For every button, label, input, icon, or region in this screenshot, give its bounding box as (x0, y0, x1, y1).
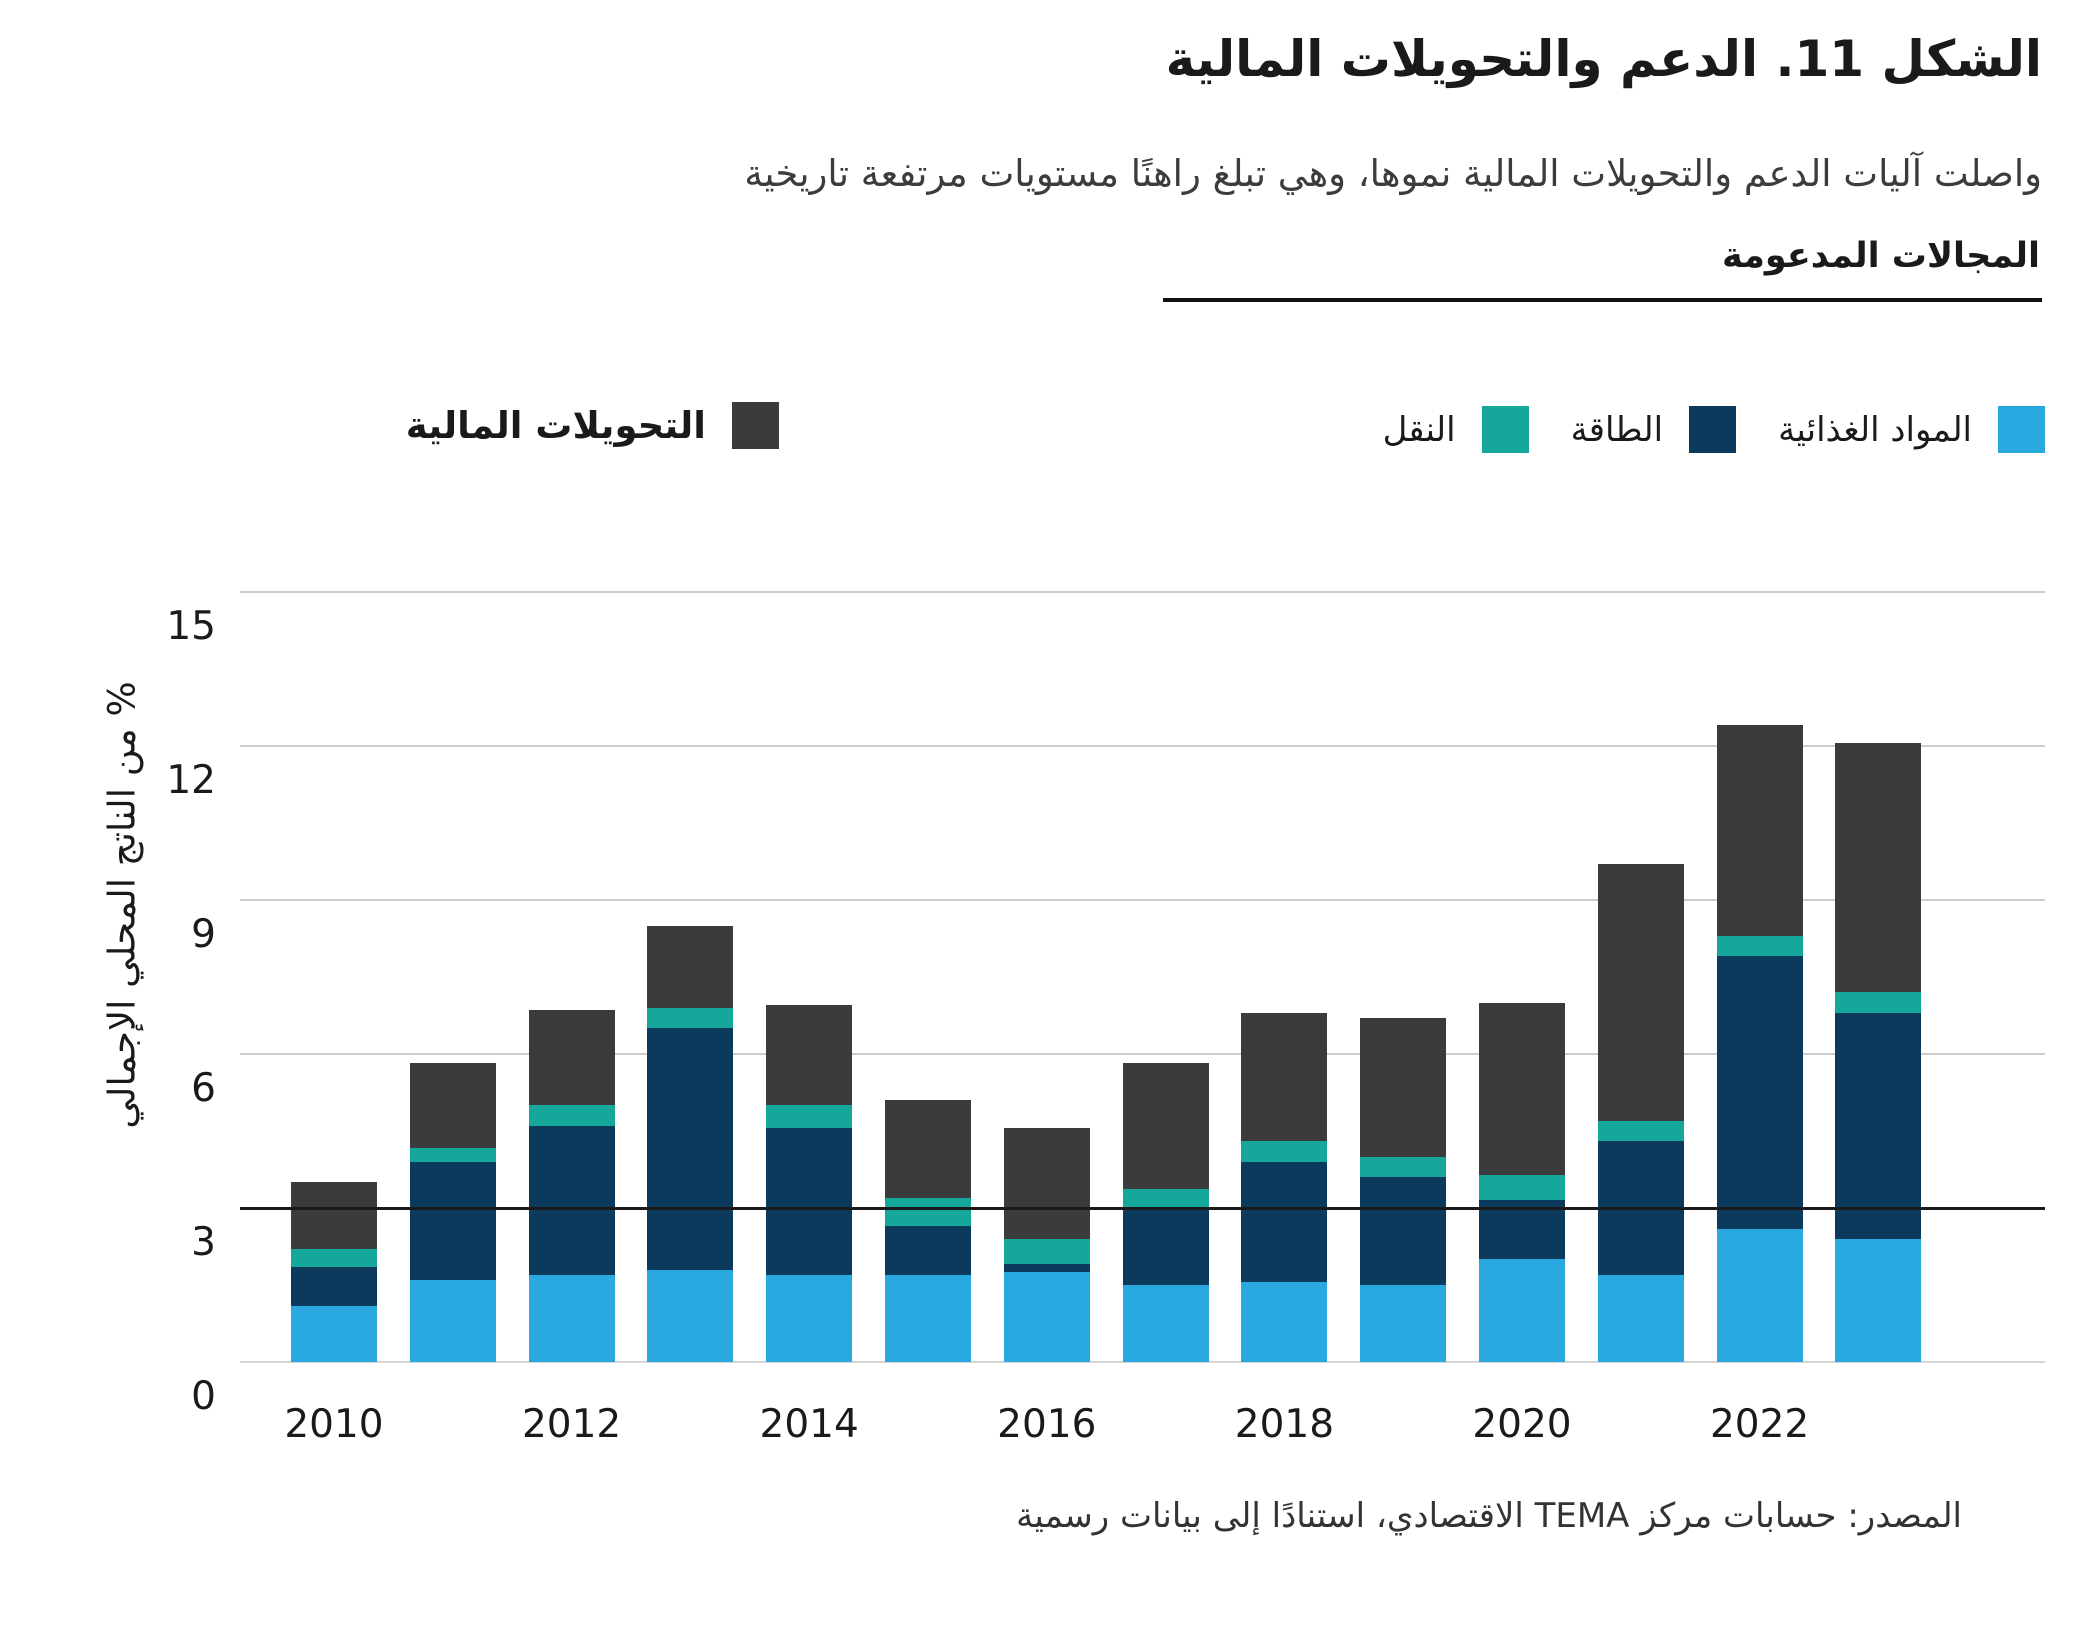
bar-segment-food-2012 (528, 1274, 615, 1362)
bar-segment-transport-2010 (291, 1249, 377, 1268)
bar-segment-transport-2022 (1716, 935, 1803, 957)
y-tick-label-3: 3 (191, 1220, 216, 1265)
legend-food-swatch (1998, 406, 2045, 453)
bar-segment-transport-2017 (1122, 1189, 1209, 1208)
figure-subtitle: واصلت آليات الدعم والتحويلات المالية نمو… (744, 152, 2042, 195)
bar-segment-transfers-2019 (1360, 1018, 1447, 1157)
y-tick-label-0: 0 (191, 1374, 216, 1419)
bar-segment-food-2011 (409, 1279, 496, 1362)
bar-segment-transfers-2017 (1122, 1063, 1209, 1189)
legend-energy-label: الطاقة (1570, 409, 1664, 450)
legend-item-energy: الطاقة (1571, 406, 1737, 453)
bar-segment-transfers-2015 (885, 1100, 971, 1198)
bar-segment-energy-2013 (647, 1028, 734, 1270)
bar-segment-transport-2021 (1597, 1120, 1684, 1142)
bar-segment-energy-2016 (1003, 1264, 1090, 1273)
x-tick-label-2018: 2018 (1234, 1402, 1335, 1447)
x-tick-label-2010: 2010 (284, 1402, 384, 1447)
gridline-15 (240, 591, 2045, 593)
bar-segment-transport-2023 (1835, 992, 1922, 1013)
bar-segment-energy-2019 (1360, 1177, 1447, 1285)
gridline-12 (240, 745, 2045, 747)
bar-segment-food-2018 (1241, 1282, 1328, 1362)
bar-segment-transfers-2013 (647, 925, 734, 1008)
legend-food-label: المواد الغذائية (1778, 409, 1972, 450)
x-tick-label-2020: 2020 (1472, 1402, 1572, 1447)
bar-segment-energy-2011 (409, 1161, 496, 1280)
legend-transfers-swatch (732, 402, 779, 449)
source-note: المصدر: حسابات مركز TEMA الاقتصادي، استن… (1016, 1496, 1962, 1536)
legend-group-title: المجالات المدعومة (1722, 236, 2040, 276)
x-tick-label-2016: 2016 (997, 1402, 1097, 1447)
bar-segment-transport-2015 (885, 1197, 971, 1226)
bar-segment-transfers-2011 (409, 1063, 496, 1148)
x-tick-label-2014: 2014 (759, 1402, 859, 1447)
bar-segment-energy-2014 (766, 1128, 853, 1275)
bar-segment-transfers-2016 (1003, 1128, 1090, 1239)
bar-segment-transport-2019 (1360, 1156, 1447, 1178)
bar-segment-food-2016 (1003, 1272, 1090, 1362)
legend-supported-areas: المواد الغذائية الطاقة النقل (1383, 406, 2045, 453)
y-tick-label-9: 9 (191, 912, 216, 957)
legend-energy-swatch (1689, 406, 1737, 453)
x-tick-label-2012: 2012 (521, 1402, 622, 1447)
bar-segment-transport-2016 (1003, 1238, 1090, 1265)
bar-segment-transfers-2012 (528, 1010, 615, 1106)
bar-segment-transfers-2020 (1479, 1002, 1565, 1175)
reference-line-3pct (240, 1207, 2045, 1210)
y-axis-title: % من الناتج المحلي الإجمالي (100, 681, 144, 1129)
bar-segment-energy-2012 (528, 1125, 615, 1275)
bar-segment-transfers-2010 (291, 1182, 377, 1250)
figure-title: الشكل 11. الدعم والتحويلات المالية (1165, 30, 2042, 88)
bar-segment-energy-2010 (291, 1267, 377, 1306)
bar-segment-energy-2018 (1241, 1161, 1328, 1283)
bar-segment-food-2017 (1122, 1285, 1209, 1362)
legend-transport-label: النقل (1382, 409, 1456, 450)
bar-segment-transport-2013 (647, 1007, 734, 1029)
bar-segment-transfers-2018 (1241, 1012, 1328, 1142)
bar-segment-transport-2018 (1241, 1141, 1328, 1162)
y-tick-label-6: 6 (191, 1066, 216, 1111)
bar-segment-food-2019 (1360, 1285, 1447, 1362)
bar-segment-transfers-2022 (1716, 725, 1803, 936)
gridline-6 (240, 1053, 2045, 1055)
bar-segment-food-2020 (1479, 1259, 1565, 1362)
legend-transport-swatch (1481, 406, 1529, 453)
bar-segment-energy-2020 (1479, 1200, 1565, 1260)
bar-segment-food-2022 (1716, 1228, 1803, 1362)
bar-segment-food-2021 (1597, 1274, 1684, 1362)
bar-segment-transfers-2023 (1835, 743, 1922, 993)
bar-segment-transfers-2014 (766, 1005, 853, 1106)
gridline-0 (240, 1361, 2045, 1363)
y-tick-label-15: 15 (166, 604, 216, 649)
legend-item-transfers: التحويلات المالية (406, 402, 779, 449)
bar-segment-food-2014 (766, 1274, 853, 1362)
legend-transfers-label: التحويلات المالية (405, 404, 706, 447)
x-tick-label-2022: 2022 (1709, 1402, 1810, 1447)
legend-item-transport: النقل (1383, 406, 1529, 453)
legend-item-food: المواد الغذائية (1778, 406, 2045, 453)
bar-segment-energy-2015 (885, 1225, 971, 1275)
bar-segment-transport-2012 (528, 1105, 615, 1126)
bar-segment-food-2013 (647, 1269, 734, 1362)
bar-segment-energy-2017 (1122, 1208, 1209, 1285)
bar-segment-transport-2011 (409, 1147, 496, 1162)
bar-segment-food-2023 (1835, 1238, 1922, 1362)
bar-segment-energy-2022 (1716, 956, 1803, 1229)
bar-segment-energy-2023 (1835, 1012, 1922, 1239)
legend-underline (1163, 298, 2042, 302)
bar-segment-transport-2020 (1479, 1174, 1565, 1201)
bar-segment-transport-2014 (766, 1105, 853, 1129)
gridline-9 (240, 899, 2045, 901)
bar-segment-food-2010 (291, 1305, 377, 1362)
bar-segment-transfers-2021 (1597, 864, 1684, 1121)
y-tick-label-12: 12 (166, 758, 216, 803)
bar-segment-food-2015 (885, 1274, 971, 1362)
